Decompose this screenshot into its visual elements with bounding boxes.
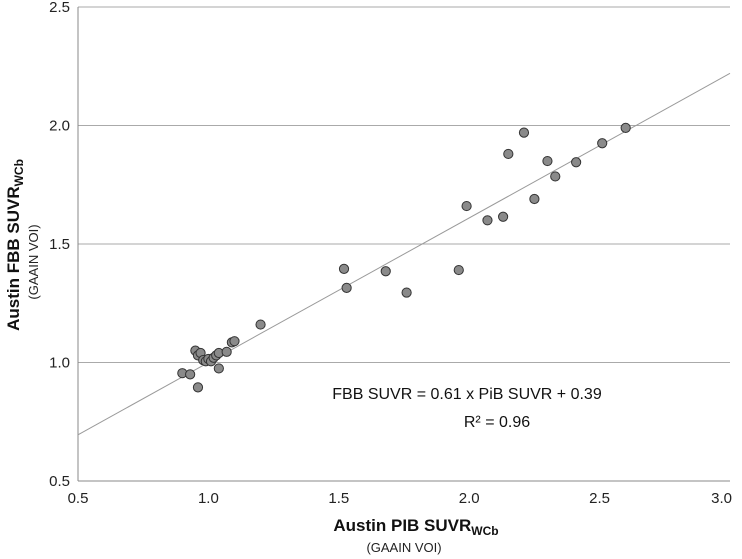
x-tick-label-2: 1.5 [328,490,349,507]
y-axis-title-text: Austin FBB SUVR [4,186,23,331]
data-point-22 [453,264,464,276]
data-point-12 [213,363,224,374]
x-tick-label-5: 3.0 [711,490,732,507]
data-point-16 [229,336,240,347]
data-point-28 [529,193,540,205]
y-axis-note: (GAAIN VOI) [26,224,41,299]
data-point-32 [597,138,608,149]
data-point-19 [341,282,352,293]
y-tick-label-0: 0.5 [49,473,70,490]
y-tick-label-1: 1.0 [49,355,70,372]
data-points [177,122,631,393]
data-point-17 [255,319,266,330]
x-tick-labels: 0.5 1.0 1.5 2.0 2.5 3.0 [68,490,732,507]
y-axis-title-subscript: WCb [12,159,26,186]
data-point-26 [503,148,514,160]
data-point-25 [498,211,509,222]
data-point-18 [338,263,350,274]
y-axis-title-group: Austin FBB SUVRWCb [4,159,26,331]
grid-lines [78,6,730,363]
data-point-27 [518,127,530,138]
x-tick-label-0: 0.5 [68,490,89,507]
data-point-30 [550,171,561,182]
y-axis-note-group: (GAAIN VOI) [26,224,41,299]
data-point-21 [401,287,412,298]
data-point-24 [482,215,493,226]
data-point-33 [620,122,631,133]
trend-line [77,72,731,436]
x-tick-label-4: 2.5 [589,490,610,507]
x-axis-note: (GAAIN VOI) [366,540,441,555]
data-point-29 [542,155,553,167]
x-axis-title-text: Austin PIB SUVR [333,516,471,535]
y-tick-labels: 0.5 1.0 1.5 2.0 2.5 [49,0,70,490]
data-point-1 [185,369,196,380]
y-tick-label-4: 2.5 [49,0,70,16]
x-axis-title-subscript: WCb [471,524,498,538]
data-point-31 [571,157,582,168]
data-point-14 [221,346,232,357]
x-tick-label-1: 1.0 [198,490,219,507]
x-tick-label-3: 2.0 [459,490,480,507]
data-point-3 [192,382,204,393]
y-axis-title: Austin FBB SUVRWCb [4,159,26,331]
y-tick-label-3: 2.0 [49,118,70,135]
equation-label: FBB SUVR = 0.61 x PiB SUVR + 0.39 [332,386,602,403]
x-axis-title: Austin PIB SUVRWCb [333,516,498,538]
r-squared-label: R² = 0.96 [464,414,530,431]
data-point-23 [461,200,472,212]
y-tick-label-2: 1.5 [49,236,70,253]
data-point-20 [380,266,391,277]
